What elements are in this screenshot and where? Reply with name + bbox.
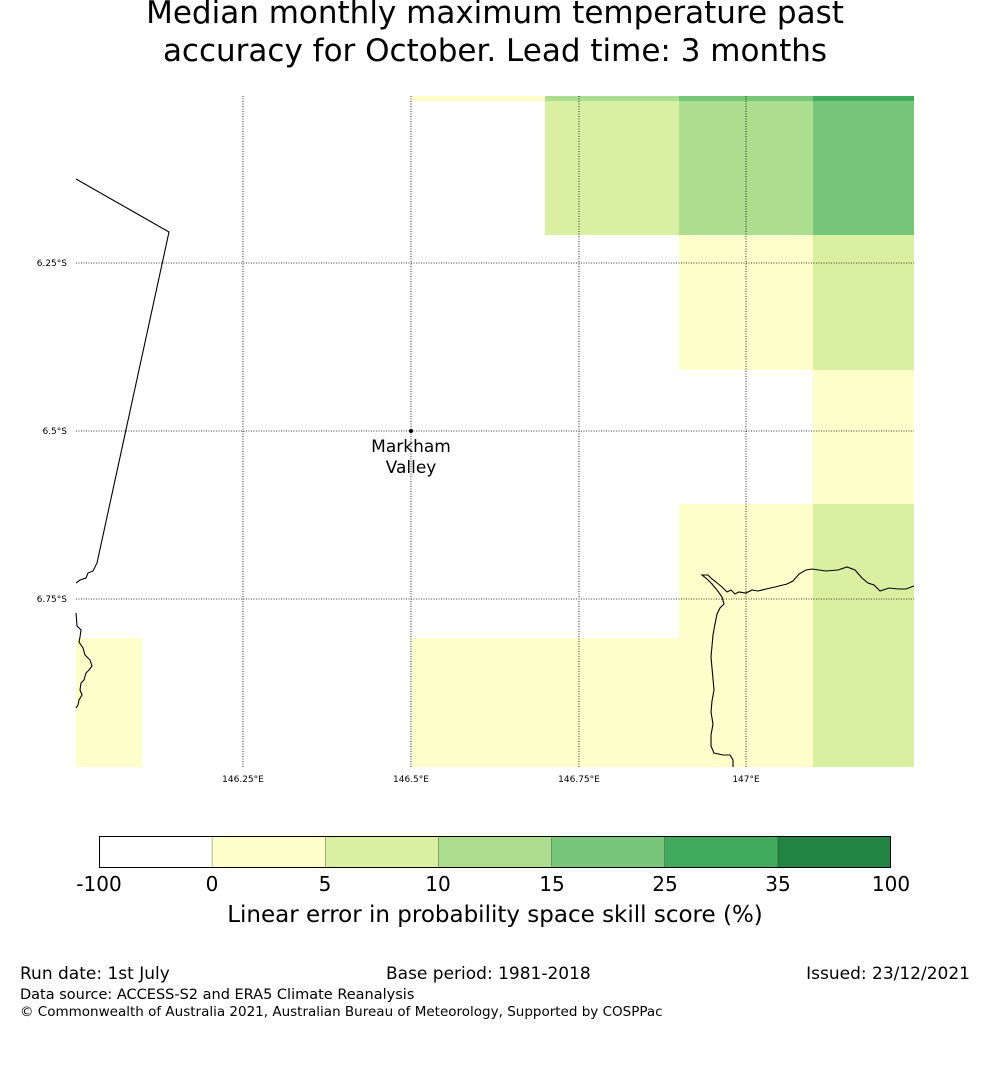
cell — [813, 96, 914, 235]
colorbar-tick: -100 — [76, 872, 122, 896]
title-line-1: Median monthly maximum temperature past — [146, 0, 844, 31]
lon-label: 146.25°E — [222, 775, 264, 785]
colorbar-segment — [325, 836, 439, 868]
colorbar-tick: 10 — [425, 872, 451, 896]
lon-label: 147°E — [732, 775, 760, 785]
colorbar-tick: 35 — [765, 872, 791, 896]
place-name-line-2: Valley — [386, 458, 437, 478]
data-source: Data source: ACCESS-S2 and ERA5 Climate … — [20, 987, 415, 1003]
colorbar-tick: 15 — [539, 872, 565, 896]
cell — [545, 96, 679, 235]
colorbar-segment — [777, 836, 891, 868]
chart-title: Median monthly maximum temperature past … — [0, 0, 990, 70]
copyright: © Commonwealth of Australia 2021, Austra… — [20, 1004, 663, 1020]
colorbar-tick: 0 — [205, 872, 219, 896]
colorbar-tick: 100 — [871, 872, 911, 896]
cell — [813, 96, 914, 101]
colorbar-segment — [99, 836, 213, 868]
cell — [411, 96, 545, 101]
title-line-2: accuracy for October. Lead time: 3 month… — [162, 33, 828, 69]
colorbar-frame — [99, 836, 891, 868]
skill-map: 6.25°S 6.5°S 6.75°S 146.25°E 146.5°E 146… — [37, 96, 915, 785]
cell — [813, 370, 914, 504]
base-period: Base period: 1981-2018 — [386, 964, 591, 984]
cell — [679, 235, 813, 370]
coastlines — [75, 178, 915, 767]
lat-label: 6.5°S — [42, 427, 67, 437]
colorbar — [99, 836, 891, 868]
colorbar-dividers — [211, 836, 779, 868]
coastline-west — [75, 178, 170, 584]
coastline-southeast — [700, 566, 915, 767]
lon-label: 146.5°E — [393, 775, 429, 785]
colorbar-tick: 25 — [652, 872, 678, 896]
coastline-southwest — [75, 612, 93, 709]
colorbar-segment — [212, 836, 326, 868]
place-marker — [409, 429, 413, 433]
cell — [545, 96, 679, 101]
place-name-line-1: Markham — [371, 437, 451, 457]
colorbar-segment — [551, 836, 665, 868]
issued-date: Issued: 23/12/2021 — [806, 964, 970, 984]
cell — [411, 638, 813, 767]
cell — [813, 235, 914, 370]
lat-label: 6.75°S — [37, 595, 68, 605]
lon-label: 146.75°E — [558, 775, 600, 785]
lat-label: 6.25°S — [37, 259, 68, 269]
colorbar-tick: 5 — [318, 872, 332, 896]
colorbar-label: Linear error in probability space skill … — [227, 902, 763, 928]
colorbar-segment — [438, 836, 552, 868]
run-date: Run date: 1st July — [20, 964, 170, 984]
colorbar-segment — [664, 836, 778, 868]
cell — [813, 504, 914, 767]
cell — [76, 638, 142, 767]
skill-cells — [76, 96, 914, 767]
